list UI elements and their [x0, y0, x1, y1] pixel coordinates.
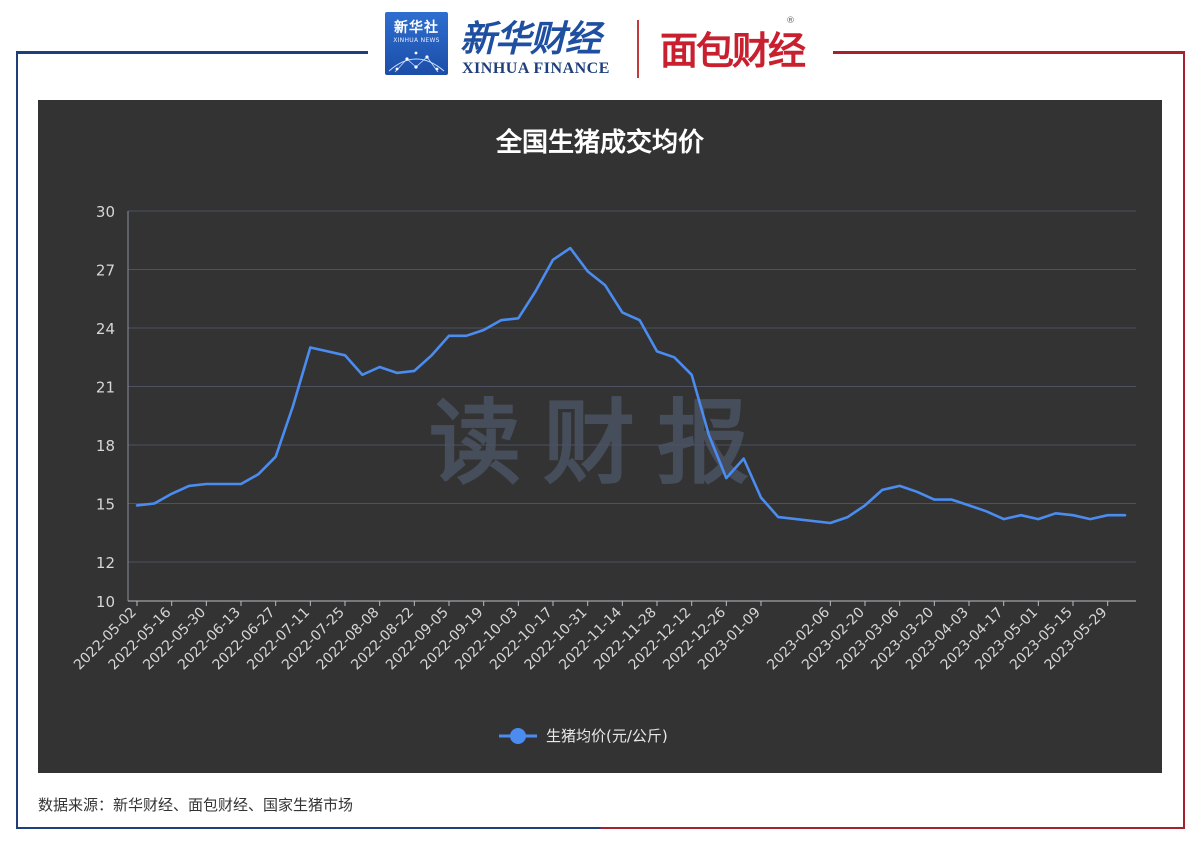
y-tick-label: 10	[96, 593, 115, 611]
data-point	[898, 484, 902, 488]
data-point	[499, 318, 503, 322]
y-tick-label: 24	[96, 320, 115, 338]
xinhua-finance-logo-cn: 新华财经	[460, 18, 601, 60]
data-point	[638, 318, 642, 322]
y-tick-label: 18	[96, 437, 115, 455]
data-point	[603, 283, 607, 287]
xinhua-logo-en: XINHUA NEWS	[393, 37, 440, 44]
data-point	[256, 472, 260, 476]
data-point	[152, 502, 156, 506]
data-point	[1123, 513, 1127, 517]
frame-border-left	[16, 51, 18, 829]
data-point	[170, 492, 174, 496]
frame-border-right	[1183, 51, 1185, 829]
data-point	[222, 482, 226, 486]
data-point	[828, 521, 832, 525]
data-point	[846, 515, 850, 519]
data-point	[291, 404, 295, 408]
data-point	[724, 476, 728, 480]
data-point	[707, 433, 711, 437]
data-point	[742, 457, 746, 461]
data-point	[308, 346, 312, 350]
data-point	[1054, 511, 1058, 515]
series-line	[135, 246, 1127, 525]
data-point	[863, 503, 867, 507]
y-tick-label: 12	[96, 554, 115, 572]
data-point	[672, 355, 676, 359]
data-point	[568, 246, 572, 250]
data-point	[915, 490, 919, 494]
data-point	[880, 488, 884, 492]
chart-title: 全国生猪成交均价	[495, 127, 705, 158]
data-point	[274, 455, 278, 459]
data-point	[551, 258, 555, 262]
header-rule-left	[16, 51, 368, 54]
data-point	[378, 365, 382, 369]
data-point	[1071, 513, 1075, 517]
data-point	[412, 369, 416, 373]
legend-dot-marker	[510, 728, 526, 744]
data-point	[1088, 517, 1092, 521]
chart-legend[interactable]: 生猪均价(元/公斤)	[499, 727, 668, 745]
data-point	[343, 353, 347, 357]
data-point	[776, 515, 780, 519]
y-tick-label: 21	[96, 379, 115, 397]
legend-label: 生猪均价(元/公斤)	[546, 727, 668, 745]
y-tick-label: 30	[96, 203, 115, 221]
data-point	[430, 353, 434, 357]
xinhua-news-logo: 新华社 XINHUA NEWS	[385, 12, 448, 75]
data-point	[187, 484, 191, 488]
data-point	[135, 503, 139, 507]
mianbao-finance-logo: 面包财经	[660, 29, 806, 73]
xinhua-finance-logo-en: XINHUA FINANCE	[462, 60, 610, 77]
data-point	[360, 373, 364, 377]
logo-divider	[637, 20, 639, 78]
data-point	[516, 316, 520, 320]
data-point	[482, 328, 486, 332]
data-point	[534, 289, 538, 293]
y-tick-label: 15	[96, 496, 115, 514]
data-point	[586, 269, 590, 273]
header-rule-right	[833, 51, 1185, 54]
data-point	[655, 349, 659, 353]
data-point	[967, 503, 971, 507]
data-point	[239, 482, 243, 486]
data-point	[326, 349, 330, 353]
data-point	[759, 496, 763, 500]
data-point	[932, 498, 936, 502]
chart-panel: 读财报 全国生猪成交均价 10 12 15 18 21 24 27 30 2022-05-02…	[38, 100, 1162, 773]
xinhua-logo-cn: 新华社	[394, 20, 439, 36]
watermark-text: 读财报	[429, 390, 771, 497]
data-point	[1019, 513, 1023, 517]
data-point	[1106, 513, 1110, 517]
data-point	[395, 371, 399, 375]
data-point	[690, 373, 694, 377]
data-point	[1002, 517, 1006, 521]
data-point	[620, 310, 624, 314]
data-point	[950, 498, 954, 502]
data-point	[984, 509, 988, 513]
data-point	[447, 334, 451, 338]
data-source-note: 数据来源：新华财经、面包财经、国家生猪市场	[38, 796, 354, 814]
data-point	[204, 482, 208, 486]
data-point	[464, 334, 468, 338]
frame-border-bottom	[16, 827, 1185, 829]
globe-network-icon	[388, 51, 445, 73]
y-tick-label: 27	[96, 262, 115, 280]
data-point	[1036, 517, 1040, 521]
registered-mark: ®	[786, 16, 795, 26]
